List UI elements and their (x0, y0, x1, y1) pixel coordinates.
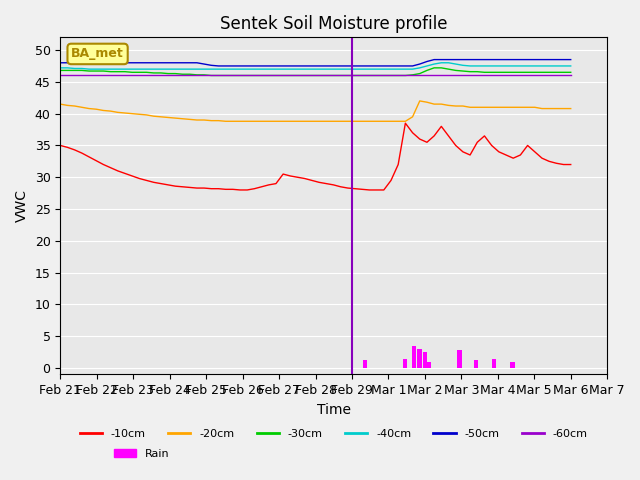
Bar (426, 362, 431, 368)
Text: BA_met: BA_met (71, 48, 124, 60)
Bar (474, 360, 478, 368)
Bar (510, 362, 515, 368)
Bar (412, 346, 416, 368)
X-axis label: Time: Time (317, 403, 351, 417)
Y-axis label: VWC: VWC (15, 190, 29, 222)
Bar (422, 352, 427, 368)
Bar (492, 359, 497, 368)
Bar (458, 350, 461, 368)
Bar (362, 360, 367, 368)
Title: Sentek Soil Moisture profile: Sentek Soil Moisture profile (220, 15, 447, 33)
Legend: Rain: Rain (109, 444, 174, 463)
Bar (403, 359, 407, 368)
Bar (417, 349, 422, 368)
